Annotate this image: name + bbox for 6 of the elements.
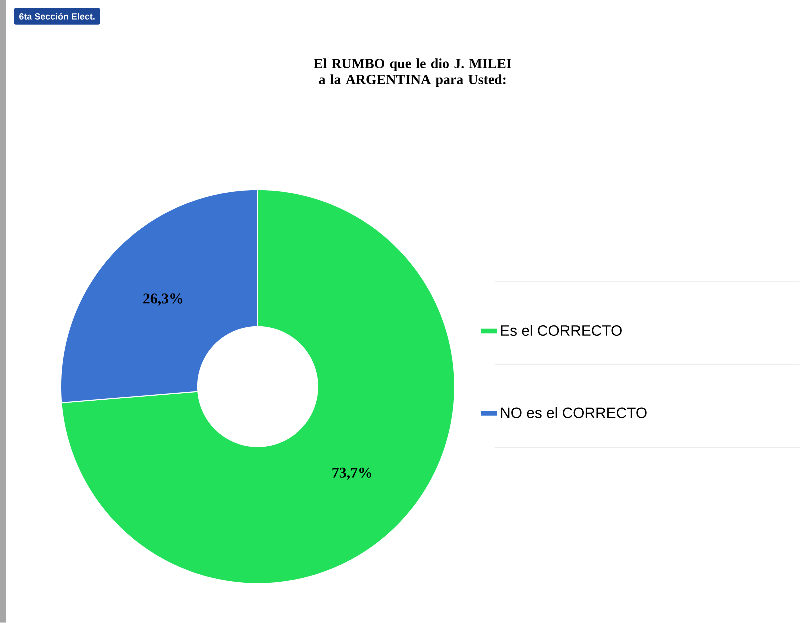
- data-label: 26,3%: [144, 294, 183, 306]
- data-label: 73,7%: [332, 468, 372, 480]
- text: 6ta Sección Elect.: [20, 13, 95, 20]
- legend-label: NO es el CORRECTO: [501, 407, 647, 418]
- legend-label: Es el CORRECTO: [501, 325, 622, 336]
- chart-title: El RUMBO que le dio J. MILEI a la ARGENTINA para Usted:: [314, 58, 512, 88]
